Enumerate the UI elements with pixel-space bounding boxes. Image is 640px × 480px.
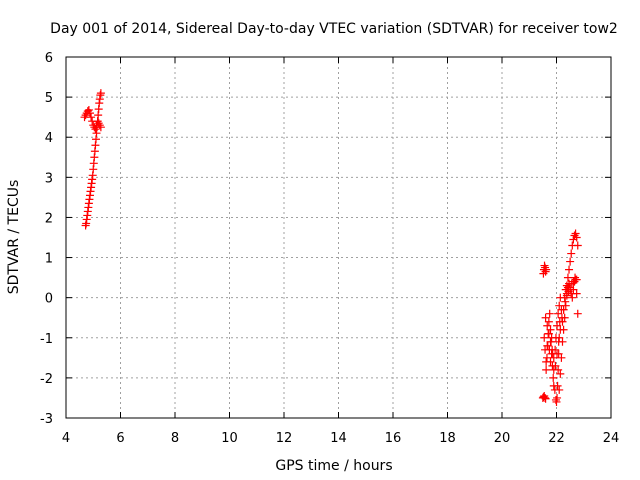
y-tick-label: 6 (45, 51, 53, 66)
data-point (542, 353, 551, 362)
data-point (548, 345, 557, 354)
x-tick-labels: 4 6 8 10 12 14 16 18 20 22 24 (62, 431, 619, 446)
data-point (541, 394, 550, 403)
data-point (553, 393, 562, 402)
data-point (540, 333, 549, 342)
data-points-layer (80, 89, 582, 406)
data-point (539, 393, 548, 402)
data-point (562, 291, 571, 300)
data-point (551, 333, 560, 342)
data-point (572, 233, 581, 242)
data-point (94, 119, 103, 128)
y-axis-label: SDTVAR / TECUs (6, 180, 22, 295)
series-early-track-rising (81, 89, 105, 230)
data-point (544, 317, 553, 326)
grid-layer (66, 57, 611, 418)
data-point (572, 289, 581, 298)
data-point (553, 381, 562, 390)
data-point (570, 231, 579, 240)
data-point (549, 353, 558, 362)
data-point (96, 89, 105, 98)
x-tick-label: 20 (494, 431, 511, 446)
x-tick-label: 14 (330, 431, 347, 446)
x-tick-label: 4 (62, 431, 70, 446)
data-point (573, 241, 582, 250)
tick-layer (65, 56, 612, 419)
y-tick-label: 1 (45, 252, 53, 267)
data-point (93, 117, 102, 126)
data-point (561, 297, 570, 306)
x-tick-label: 6 (116, 431, 124, 446)
data-point (556, 325, 565, 334)
series-late-track-e (541, 273, 581, 370)
data-point (554, 309, 563, 318)
data-point (87, 113, 96, 122)
x-tick-label: 22 (548, 431, 565, 446)
y-tick-label: 2 (45, 211, 53, 226)
data-point (542, 265, 551, 274)
data-point (91, 125, 100, 134)
data-point (549, 373, 558, 382)
series-early-track-plateau (80, 105, 105, 134)
data-point (569, 235, 578, 244)
data-point (557, 313, 566, 322)
x-tick-label: 8 (171, 431, 179, 446)
data-point (572, 275, 581, 284)
data-point (551, 361, 560, 370)
data-point (563, 273, 572, 282)
data-point (557, 353, 566, 362)
data-point (573, 309, 582, 318)
data-point (571, 229, 580, 238)
y-tick-label: 0 (45, 292, 53, 307)
x-tick-label: 10 (221, 431, 238, 446)
data-point (567, 249, 576, 258)
data-point (568, 293, 577, 302)
data-point (556, 369, 565, 378)
data-point (545, 309, 554, 318)
series-late-track-a (538, 261, 558, 403)
data-point (553, 321, 562, 330)
x-tick-label: 12 (276, 431, 293, 446)
data-point (543, 341, 552, 350)
x-tick-label: 18 (439, 431, 456, 446)
data-point (559, 305, 568, 314)
chart-title: Day 001 of 2014, Sidereal Day-to-day VTE… (50, 21, 618, 37)
y-tick-label: -3 (40, 412, 53, 427)
data-point (564, 287, 573, 296)
data-point (565, 265, 574, 274)
data-point (546, 325, 555, 334)
data-point (81, 111, 90, 120)
data-point (555, 385, 564, 394)
data-point (554, 337, 563, 346)
x-tick-label: 16 (385, 431, 402, 446)
data-point (571, 273, 580, 282)
data-point (569, 277, 578, 286)
x-axis-label: GPS time / hours (275, 458, 392, 474)
data-point (544, 329, 553, 338)
y-tick-label: -2 (40, 372, 53, 387)
y-tick-label: 3 (45, 171, 53, 186)
y-tick-label: 5 (45, 91, 53, 106)
data-point (95, 121, 104, 130)
data-point (85, 109, 94, 118)
y-tick-label: 4 (45, 131, 53, 146)
data-point (554, 365, 563, 374)
data-point (546, 357, 555, 366)
data-point (543, 321, 552, 330)
y-tick-label: -1 (40, 332, 53, 347)
data-point (96, 123, 105, 132)
data-point (567, 279, 576, 288)
data-point (569, 285, 578, 294)
data-point (546, 337, 555, 346)
data-point (566, 257, 575, 266)
y-tick-labels: -3 -2 -1 0 1 2 3 4 5 6 (40, 51, 53, 427)
data-point (542, 365, 551, 374)
data-point (553, 349, 562, 358)
data-point (566, 283, 575, 292)
x-tick-label: 24 (603, 431, 620, 446)
data-point (541, 313, 550, 322)
